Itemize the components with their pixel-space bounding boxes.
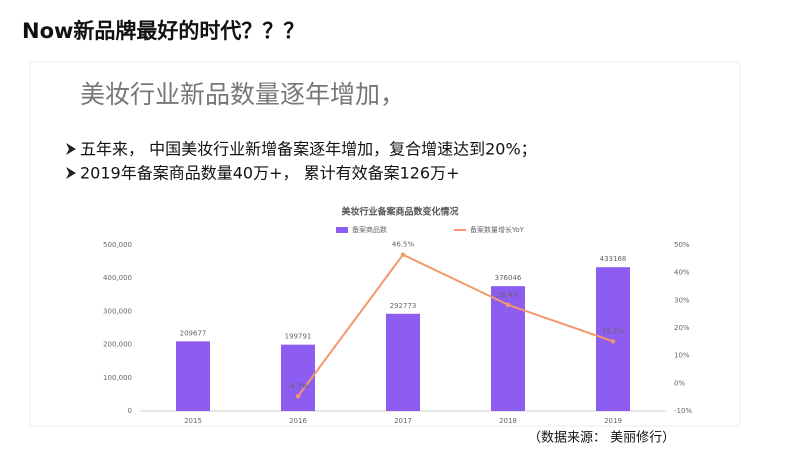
x-tick-label: 2019	[604, 417, 622, 425]
y-tick-label: 100,000	[103, 374, 132, 382]
line-point	[610, 339, 616, 344]
y2-tick-label: 0%	[674, 379, 685, 387]
bar-value-label: 209677	[180, 329, 207, 337]
x-tick-label: 2016	[289, 417, 307, 425]
line-point	[400, 252, 406, 257]
y-tick-label: 300,000	[103, 307, 132, 315]
bar	[491, 286, 525, 411]
y-tick-label: 200,000	[103, 341, 132, 349]
y2-tick-label: 50%	[674, 241, 690, 249]
heading: 美妆行业新品数量逐年增加，	[80, 80, 405, 109]
y2-tick-label: 30%	[674, 296, 690, 304]
legend-swatch	[336, 227, 348, 233]
bullet-marker	[66, 143, 76, 155]
bar	[386, 313, 420, 411]
y2-tick-label: 20%	[674, 324, 690, 332]
bar-value-label: 376046	[495, 274, 522, 282]
y-tick-label: 400,000	[103, 274, 132, 282]
y2-tick-label: -10%	[674, 407, 692, 415]
bullet-marker	[66, 167, 76, 179]
x-tick-label: 2018	[499, 417, 517, 425]
bullet: 五年来， 中国美妆行业新增备案逐年增加，复合增速达到20%；	[80, 140, 537, 159]
line-point	[505, 302, 511, 307]
bar-value-label: 433168	[600, 255, 627, 263]
line	[297, 253, 614, 397]
y-tick-label: 500,000	[103, 241, 132, 249]
chart-title: 美妆行业备案商品数变化情况	[341, 206, 458, 218]
panel	[29, 61, 741, 427]
y-tick-label: 0	[128, 407, 132, 415]
y2-tick-label: 40%	[674, 269, 690, 277]
bullet: 2019年备案商品数量40万+， 累计有效备案126万+	[80, 164, 460, 183]
bar	[281, 344, 315, 411]
y2-tick-label: 10%	[674, 352, 690, 360]
slide-title: Now新品牌最好的时代？？？	[22, 19, 304, 43]
bar-value-label: 292773	[390, 302, 417, 310]
legend-label: 备案数量增长YoY	[470, 225, 525, 234]
line-value-label: 15.2%	[602, 327, 625, 335]
source: （数据来源： 美丽修行）	[528, 431, 675, 446]
legend-label: 备案商品数	[352, 225, 387, 234]
x-tick-label: 2017	[394, 417, 412, 425]
x-tick-label: 2015	[184, 417, 202, 425]
bar-value-label: 199791	[285, 333, 312, 341]
bar	[176, 341, 210, 411]
line-value-label: -4.7%	[288, 382, 309, 390]
line-value-label: 46.5%	[392, 241, 415, 249]
line-value-label: 28.4%	[497, 291, 520, 299]
line-point	[295, 394, 301, 399]
